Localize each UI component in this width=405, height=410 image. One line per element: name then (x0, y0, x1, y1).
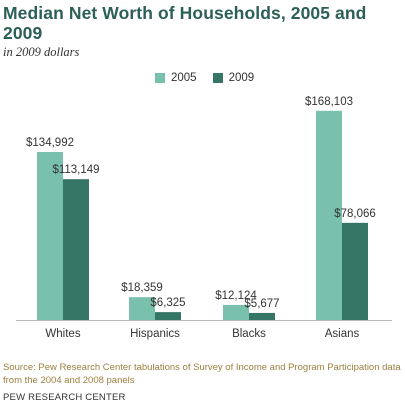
legend-item-2005: 2005 (155, 72, 197, 84)
bar-asians-2009 (342, 222, 368, 320)
bar-blacks-2009 (249, 312, 275, 320)
bar-blacks-2005 (223, 304, 249, 320)
category-label-hispanics: Hispanics (130, 328, 180, 340)
category-label-whites: Whites (45, 328, 80, 340)
data-label-asians-2009: $78,066 (334, 208, 376, 220)
data-label-hispanics-2005: $18,359 (121, 282, 163, 294)
bar-whites-2005 (37, 152, 63, 320)
chart-title: Median Net Worth of Households, 2005 and… (3, 3, 367, 43)
legend-label-2009: 2009 (228, 72, 255, 84)
source-note: Source: Pew Research Center tabulations … (3, 362, 401, 386)
data-label-blacks-2005: $12,124 (215, 290, 257, 302)
category-label-asians: Asians (325, 328, 360, 340)
legend-swatch-2009 (212, 73, 223, 83)
legend-label-2005: 2005 (171, 72, 197, 84)
category-label-blacks: Blacks (232, 328, 266, 340)
bar-hispanics-2009 (155, 312, 181, 320)
data-label-blacks-2009: $5,677 (244, 298, 279, 310)
bar-hispanics-2005 (129, 297, 155, 320)
legend: 2005 2009 (155, 72, 270, 84)
data-label-asians-2005: $168,103 (305, 96, 353, 108)
data-label-whites-2005: $134,992 (26, 137, 74, 149)
bar-whites-2009 (63, 179, 89, 320)
legend-item-2009: 2009 (212, 72, 255, 84)
data-label-hispanics-2009: $6,325 (150, 297, 185, 309)
data-label-whites-2009: $113,149 (52, 164, 99, 176)
legend-swatch-2005 (155, 73, 165, 83)
bar-asians-2005 (316, 110, 342, 321)
chart-subtitle: in 2009 dollars (3, 45, 80, 59)
credit-line: PEW RESEARCH CENTER (3, 392, 126, 403)
